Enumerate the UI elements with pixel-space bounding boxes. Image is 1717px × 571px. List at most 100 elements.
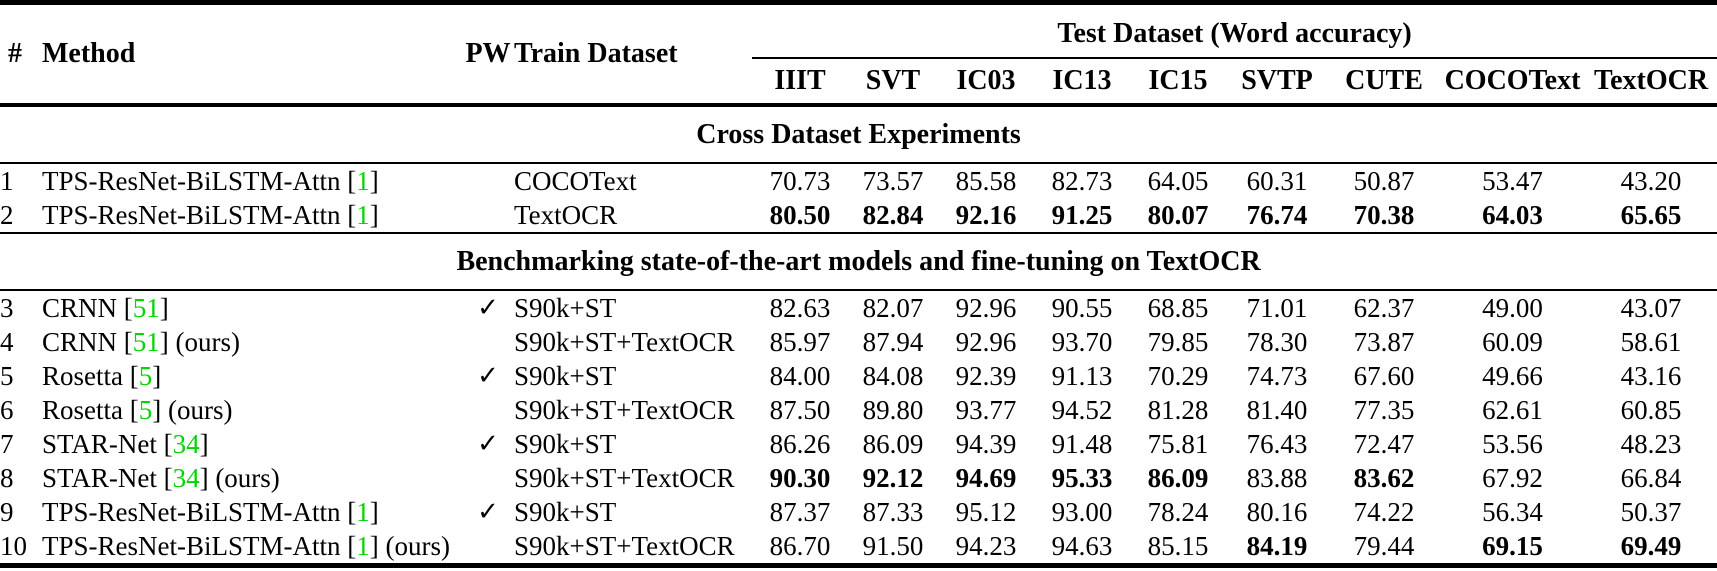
citation-link[interactable]: 5 — [138, 394, 153, 425]
pw-cell-empty — [462, 163, 514, 198]
citation-link[interactable]: 51 — [132, 326, 160, 357]
citation-link[interactable]: 51 — [132, 292, 160, 323]
col-header-svtp: SVTP — [1241, 65, 1313, 96]
value-textocr: 58.61 — [1620, 326, 1682, 357]
value-svtp: 76.43 — [1246, 428, 1308, 459]
citation-link[interactable]: 1 — [356, 199, 370, 230]
row-number: 2 — [0, 199, 14, 230]
train-dataset-cell: S90k+ST — [514, 360, 617, 391]
value-cocotext: 49.66 — [1482, 360, 1543, 391]
value-ic03: 92.39 — [955, 360, 1017, 391]
value-ic03: 92.96 — [955, 292, 1017, 323]
value-cute: 62.37 — [1353, 292, 1415, 323]
value-svt: 89.80 — [862, 394, 924, 425]
value-cocotext: 56.34 — [1482, 496, 1543, 527]
value-cocotext: 64.03 — [1482, 199, 1543, 230]
method-cell: Rosetta [5] (ours) — [42, 394, 233, 425]
value-svt: 86.09 — [862, 428, 924, 459]
train-dataset-cell: S90k+ST+TextOCR — [514, 394, 735, 425]
row-number: 10 — [0, 530, 27, 561]
value-ic03: 95.12 — [955, 496, 1017, 527]
value-ic03: 92.16 — [955, 199, 1017, 230]
value-textocr: 43.20 — [1620, 165, 1682, 196]
value-cute: 79.44 — [1353, 530, 1415, 561]
value-cute: 50.87 — [1353, 165, 1415, 196]
value-ic15: 75.81 — [1147, 428, 1209, 459]
row-number: 9 — [0, 496, 14, 527]
col-header-ic03: IC03 — [956, 65, 1016, 96]
checkmark-icon: ✓ — [477, 361, 499, 390]
train-dataset-cell: S90k+ST+TextOCR — [514, 530, 735, 561]
row-number: 8 — [0, 462, 14, 493]
citation-link[interactable]: 5 — [138, 360, 153, 391]
table-row: 5 Rosetta [5] ✓ S90k+ST 84.00 84.08 92.39 91.13… — [0, 359, 1717, 393]
value-ic13: 93.70 — [1051, 326, 1113, 357]
value-ic15: 68.85 — [1147, 292, 1209, 323]
col-header-ic15: IC15 — [1148, 65, 1208, 96]
value-ic03: 94.69 — [955, 462, 1017, 493]
value-ic15: 85.15 — [1147, 530, 1209, 561]
pw-cell-empty — [462, 393, 514, 427]
value-svtp: 71.01 — [1246, 292, 1308, 323]
value-svtp: 80.16 — [1246, 496, 1308, 527]
value-textocr: 66.84 — [1620, 462, 1682, 493]
train-dataset-cell: COCOText — [514, 165, 637, 196]
train-dataset-cell: TextOCR — [514, 199, 618, 230]
value-textocr: 43.07 — [1620, 292, 1682, 323]
value-cute: 72.47 — [1353, 428, 1415, 459]
citation-link[interactable]: 1 — [356, 496, 370, 527]
value-textocr: 48.23 — [1620, 428, 1682, 459]
value-ic13: 82.73 — [1051, 165, 1113, 196]
train-dataset-cell: S90k+ST+TextOCR — [514, 326, 735, 357]
value-cocotext: 62.61 — [1482, 394, 1543, 425]
method-cell: STAR-Net [34] — [42, 428, 209, 459]
value-ic13: 94.63 — [1051, 530, 1113, 561]
value-ic03: 92.96 — [955, 326, 1017, 357]
col-header-ic13: IC13 — [1052, 65, 1112, 96]
col-header-method: Method — [42, 38, 136, 69]
value-cute: 74.22 — [1353, 496, 1415, 527]
method-cell: STAR-Net [34] (ours) — [42, 462, 280, 493]
value-ic15: 81.28 — [1147, 394, 1209, 425]
citation-link[interactable]: 34 — [172, 462, 200, 493]
value-iiit: 82.63 — [769, 292, 831, 323]
value-textocr: 69.49 — [1620, 530, 1682, 561]
value-cocotext: 53.47 — [1482, 165, 1543, 196]
train-dataset-cell: S90k+ST+TextOCR — [514, 462, 735, 493]
value-svtp: 84.19 — [1246, 530, 1308, 561]
value-iiit: 80.50 — [769, 199, 831, 230]
value-svtp: 60.31 — [1246, 165, 1308, 196]
row-number: 6 — [0, 394, 14, 425]
col-header-cocotext: COCOText — [1444, 65, 1581, 96]
value-ic15: 80.07 — [1147, 199, 1209, 230]
pw-cell-empty — [462, 198, 514, 233]
value-cute: 70.38 — [1353, 199, 1415, 230]
col-header-iiit: IIIT — [774, 65, 826, 96]
value-svt: 84.08 — [862, 360, 924, 391]
value-ic13: 91.25 — [1051, 199, 1113, 230]
citation-link[interactable]: 1 — [356, 530, 370, 561]
value-svt: 92.12 — [862, 462, 924, 493]
citation-link[interactable]: 1 — [356, 165, 370, 196]
method-cell: TPS-ResNet-BiLSTM-Attn [1] — [42, 496, 379, 527]
citation-link[interactable]: 34 — [172, 428, 200, 459]
value-iiit: 90.30 — [769, 462, 831, 493]
value-iiit: 84.00 — [769, 360, 831, 391]
value-textocr: 50.37 — [1620, 496, 1682, 527]
value-textocr: 43.16 — [1620, 360, 1682, 391]
table-row: 3 CRNN [51] ✓ S90k+ST 82.63 82.07 92.96 90.55 68… — [0, 290, 1717, 325]
value-textocr: 65.65 — [1620, 199, 1682, 230]
value-iiit: 87.50 — [769, 394, 831, 425]
col-group-header-test-dataset: Test Dataset (Word accuracy) — [752, 2, 1717, 59]
col-header-cute: CUTE — [1345, 65, 1423, 96]
value-cocotext: 53.56 — [1482, 428, 1543, 459]
value-ic13: 91.13 — [1051, 360, 1113, 391]
value-ic15: 79.85 — [1147, 326, 1209, 357]
row-number: 1 — [0, 165, 14, 196]
value-svt: 82.07 — [862, 292, 924, 323]
value-ic03: 94.23 — [955, 530, 1017, 561]
value-iiit: 86.26 — [769, 428, 831, 459]
method-cell: TPS-ResNet-BiLSTM-Attn [1] (ours) — [42, 530, 450, 561]
